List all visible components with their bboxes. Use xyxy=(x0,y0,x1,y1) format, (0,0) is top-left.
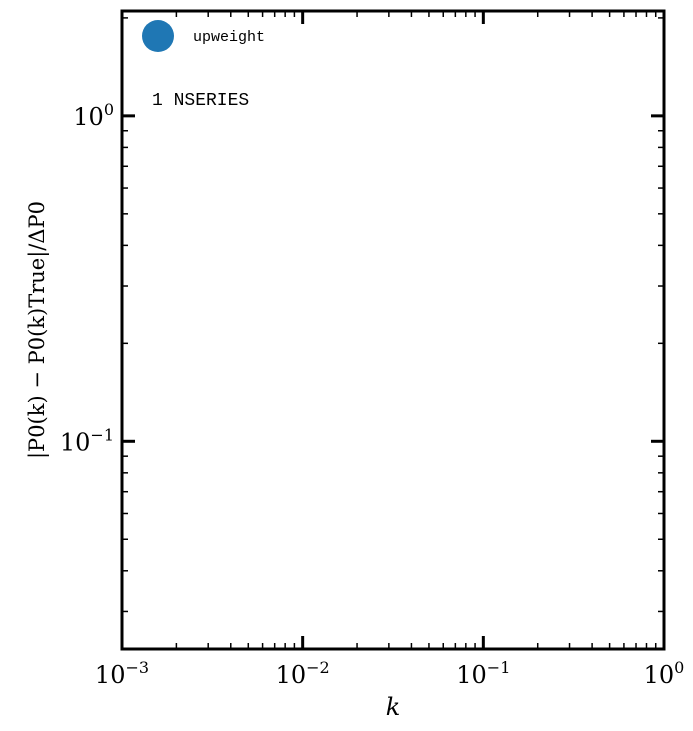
y-axis-title-text: |P0(k) − P0(k)True|/ΔP0 xyxy=(25,201,50,459)
legend: upweight xyxy=(142,20,265,52)
y-tick-label: 10−1 xyxy=(60,425,114,456)
x-tick-label: 10−2 xyxy=(276,658,330,689)
x-tick-labels: 10−3 10−2 10−1 100 xyxy=(95,658,684,689)
legend-label-upweight: upweight xyxy=(193,29,265,46)
y-tick-label: 100 xyxy=(73,100,114,131)
x-tick-label: 10−3 xyxy=(95,658,149,689)
x-axis-title: k xyxy=(386,693,401,721)
y-tick-labels: 100 10−1 xyxy=(60,100,114,456)
plot-area xyxy=(122,11,664,649)
x-tick-label: 10−1 xyxy=(456,658,510,689)
legend-marker-upweight xyxy=(142,20,174,52)
plot-frame xyxy=(120,9,666,651)
x-tick-label: 100 xyxy=(644,658,685,689)
annotation-nseries: 1 NSERIES xyxy=(152,91,249,111)
y-axis-title: |P0(k) − P0(k)True|/ΔP0 xyxy=(25,201,50,459)
